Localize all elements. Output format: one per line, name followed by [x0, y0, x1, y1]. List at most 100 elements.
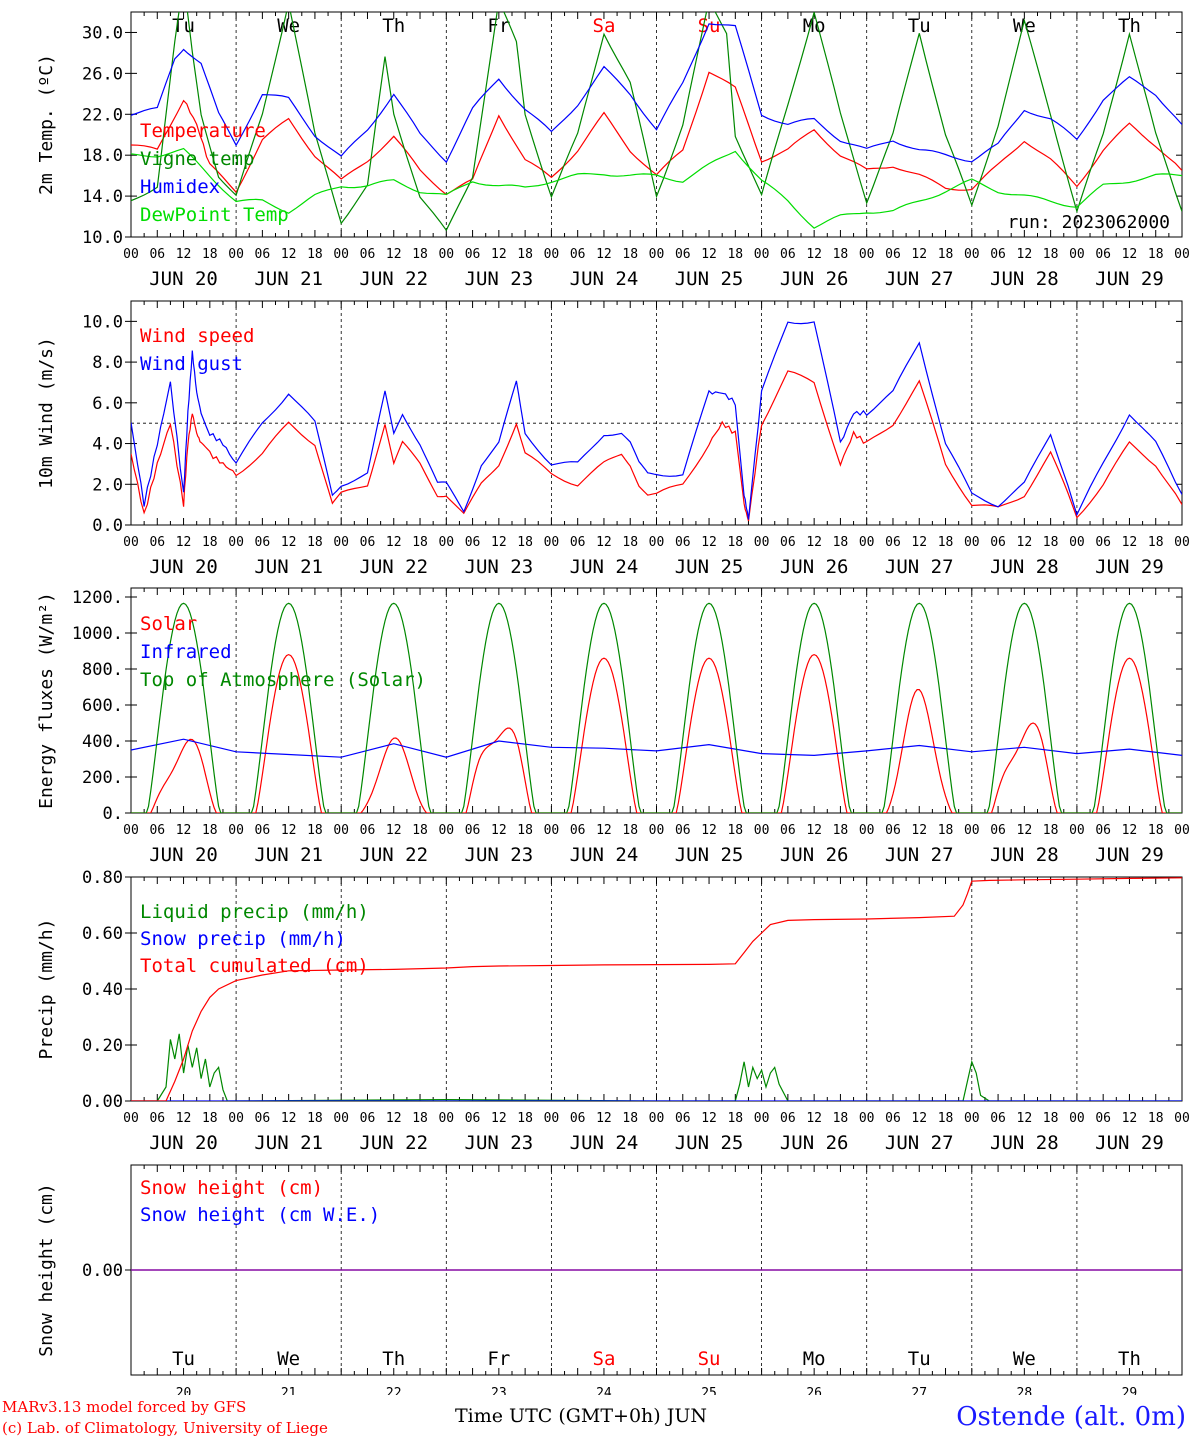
date-label: JUN 29 [1095, 844, 1164, 866]
day-number: 20 [176, 1386, 192, 1395]
legend-label: Wind speed [140, 325, 254, 347]
date-label: JUN 27 [885, 844, 954, 866]
y-tick-label: 6.0 [92, 394, 123, 414]
y-axis-label: Snow height (cm) [36, 1183, 57, 1356]
hour-label: 00 [333, 823, 349, 838]
series-line-wind-gust [131, 321, 1182, 520]
weekday-label: We [277, 15, 300, 37]
hour-label: 00 [333, 535, 349, 550]
hour-label: 18 [1043, 535, 1059, 550]
meteogram-chart: 10.014.018.022.026.030.02m Temp. (ºC)00 0… [36, 11, 1190, 1395]
hour-label: 12 [911, 247, 927, 262]
weekday-label: Tu [908, 1348, 931, 1370]
y-tick-label: 18.0 [82, 146, 123, 166]
hour-label: 06 [149, 1111, 165, 1126]
date-label: JUN 26 [780, 556, 849, 578]
weekday-label: Tu [172, 1348, 195, 1370]
hour-label: 00 [964, 535, 980, 550]
hour-label: 12 [806, 247, 822, 262]
hour-label: 12 [1122, 247, 1138, 262]
hour-label: 18 [202, 823, 218, 838]
day-number: 24 [596, 1386, 612, 1395]
hour-label: 00 [333, 247, 349, 262]
legend-label: Wind gust [140, 353, 243, 375]
date-label: JUN 29 [1095, 268, 1164, 290]
hour-label: 12 [1122, 535, 1138, 550]
hour-label: 00 [859, 1111, 875, 1126]
hour-label: 00 [649, 535, 665, 550]
day-number: 25 [701, 1386, 717, 1395]
hour-label: 18 [1043, 823, 1059, 838]
y-axis-label: Energy fluxes (W/m²) [36, 592, 57, 809]
model-credit: MARv3.13 model forced by GFS [2, 1398, 247, 1416]
date-label: JUN 21 [254, 1132, 323, 1154]
hour-label: 00 [1174, 1111, 1190, 1126]
hour-label: 00 [228, 535, 244, 550]
hour-label: 00 [754, 823, 770, 838]
plot-frame [130, 587, 1183, 814]
weekday-label: Th [1118, 1348, 1141, 1370]
hour-label: 06 [570, 823, 586, 838]
hour-label: 06 [990, 535, 1006, 550]
y-axis-label: 10m Wind (m/s) [36, 337, 57, 489]
date-label: JUN 21 [254, 556, 323, 578]
hour-label: 06 [780, 1111, 796, 1126]
hour-label: 06 [885, 535, 901, 550]
series-line-wind-speed [131, 370, 1182, 522]
series-line-temperature [131, 71, 1182, 196]
hour-label: 00 [649, 1111, 665, 1126]
hour-label: 00 [754, 1111, 770, 1126]
hour-label: 18 [202, 247, 218, 262]
hour-label: 06 [1095, 535, 1111, 550]
hour-label: 18 [938, 1111, 954, 1126]
hour-label: 00 [544, 1111, 560, 1126]
hour-label: 18 [938, 247, 954, 262]
y-axis-label: 2m Temp. (ºC) [36, 54, 57, 195]
y-tick-label: 0.80 [82, 868, 123, 888]
hour-label: 06 [675, 1111, 691, 1126]
series-line-humidex [131, 23, 1182, 164]
date-label: JUN 22 [359, 1132, 428, 1154]
hour-label: 06 [990, 1111, 1006, 1126]
hour-label: 06 [360, 247, 376, 262]
series-line-vigne-temp [131, 12, 1182, 232]
hour-label: 06 [465, 823, 481, 838]
hour-label: 18 [202, 1111, 218, 1126]
hour-label: 00 [1174, 247, 1190, 262]
hour-label: 00 [859, 823, 875, 838]
day-number: 21 [281, 1386, 297, 1395]
date-label: JUN 23 [465, 268, 534, 290]
date-label: JUN 26 [780, 844, 849, 866]
date-label: JUN 28 [990, 556, 1059, 578]
hour-label: 18 [833, 823, 849, 838]
weekday-label: Fr [487, 15, 510, 37]
hour-label: 06 [1095, 823, 1111, 838]
hour-label: 06 [675, 535, 691, 550]
hour-label: 18 [307, 535, 323, 550]
hour-label: 06 [360, 535, 376, 550]
hour-label: 00 [438, 1111, 454, 1126]
hour-label: 00 [544, 535, 560, 550]
hour-label: 12 [386, 535, 402, 550]
hour-label: 12 [1017, 823, 1033, 838]
hour-label: 18 [1043, 247, 1059, 262]
hour-label: 00 [123, 535, 139, 550]
hour-label: 00 [1069, 247, 1085, 262]
hour-label: 00 [1069, 1111, 1085, 1126]
x-axis-title: Time UTC (GMT+0h) JUN [455, 1405, 707, 1427]
hour-label: 06 [780, 535, 796, 550]
hour-label: 12 [806, 823, 822, 838]
legend-label: Snow height (cm W.E.) [140, 1204, 380, 1226]
hour-label: 18 [202, 535, 218, 550]
hour-label: 12 [281, 823, 297, 838]
weekday-label: Sa [593, 1348, 616, 1370]
hour-label: 12 [911, 535, 927, 550]
series-group [131, 602, 1182, 813]
hour-label: 00 [754, 247, 770, 262]
hour-label: 12 [1122, 1111, 1138, 1126]
hour-label: 12 [1122, 823, 1138, 838]
date-label: JUN 25 [675, 1132, 744, 1154]
hour-label: 18 [727, 247, 743, 262]
hour-label: 06 [360, 823, 376, 838]
y-tick-label: 0.40 [82, 980, 123, 1000]
